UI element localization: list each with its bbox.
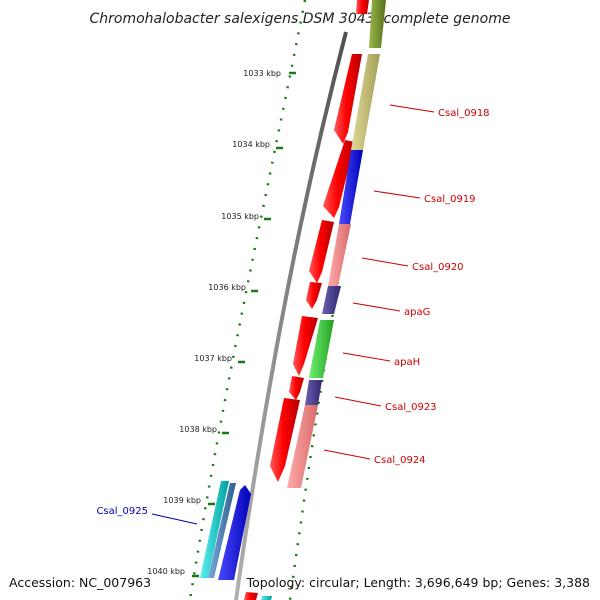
gene-segment xyxy=(369,0,386,48)
leader-line xyxy=(373,190,421,199)
leader-line xyxy=(389,104,435,113)
gene-arrow xyxy=(293,316,318,376)
colored-gene-track xyxy=(261,0,386,600)
ruler-ticks: 1033 kbp 1034 kbp 1035 kbp 1036 kbp 1037… xyxy=(147,69,296,578)
tick-label: 1039 kbp xyxy=(163,496,201,505)
gene-segment xyxy=(351,54,380,150)
topology-text: Topology: circular; Length: 3,696,649 bp… xyxy=(246,575,590,590)
leader-line xyxy=(334,396,382,407)
gene-segment xyxy=(328,224,351,286)
inner-gene-track xyxy=(200,481,251,580)
gene-label-apag[interactable]: apaG xyxy=(404,307,430,318)
gene-arrow xyxy=(289,376,304,400)
tick-label: 1036 kbp xyxy=(208,283,246,292)
gene-labels: Csal_0918 Csal_0919 Csal_0920 apaG apaH … xyxy=(96,108,489,517)
gene-label-csal-0924[interactable]: Csal_0924 xyxy=(374,455,426,466)
tick-label: 1040 kbp xyxy=(147,567,185,576)
leader-line xyxy=(151,513,198,525)
map-title: Chromohalobacter salexigens DSM 3043, co… xyxy=(90,11,511,27)
gene-segment xyxy=(200,481,229,578)
strand-red-track xyxy=(244,0,369,600)
leader-line xyxy=(342,352,391,362)
inner-dotted-ruler xyxy=(188,0,307,600)
gene-label-csal-0925[interactable]: Csal_0925 xyxy=(96,506,148,517)
gene-arrow xyxy=(270,398,300,482)
gene-arrow xyxy=(244,592,258,600)
gene-segment xyxy=(305,380,322,405)
accession-text: Accession: NC_007963 xyxy=(9,575,152,590)
gene-arrow xyxy=(356,0,369,14)
gene-arrow xyxy=(309,220,334,283)
tick-label: 1033 kbp xyxy=(243,69,281,78)
tick-label: 1037 kbp xyxy=(194,354,232,363)
gene-segment xyxy=(261,596,272,600)
label-leaders xyxy=(151,104,435,525)
gene-label-csal-0919[interactable]: Csal_0919 xyxy=(424,194,476,205)
gene-label-csal-0918[interactable]: Csal_0918 xyxy=(438,108,490,119)
gene-segment xyxy=(309,320,334,378)
gene-label-apah[interactable]: apaH xyxy=(394,357,420,368)
gene-segment xyxy=(322,286,341,314)
tick-label: 1038 kbp xyxy=(179,425,217,434)
genome-backbone xyxy=(234,31,348,600)
gene-arrow xyxy=(306,282,322,309)
tick-label: 1034 kbp xyxy=(232,140,270,149)
tick-label: 1035 kbp xyxy=(221,212,259,221)
gene-segment xyxy=(339,150,363,224)
gene-arrow xyxy=(334,54,362,144)
gene-arrow xyxy=(218,485,251,580)
gene-segment xyxy=(208,483,236,578)
gene-segment xyxy=(287,405,318,488)
gene-arrow xyxy=(323,140,355,218)
gene-label-csal-0923[interactable]: Csal_0923 xyxy=(385,402,437,413)
leader-line xyxy=(323,449,371,460)
leader-line xyxy=(352,302,401,312)
leader-line xyxy=(361,257,409,267)
gene-label-csal-0920[interactable]: Csal_0920 xyxy=(412,262,464,273)
